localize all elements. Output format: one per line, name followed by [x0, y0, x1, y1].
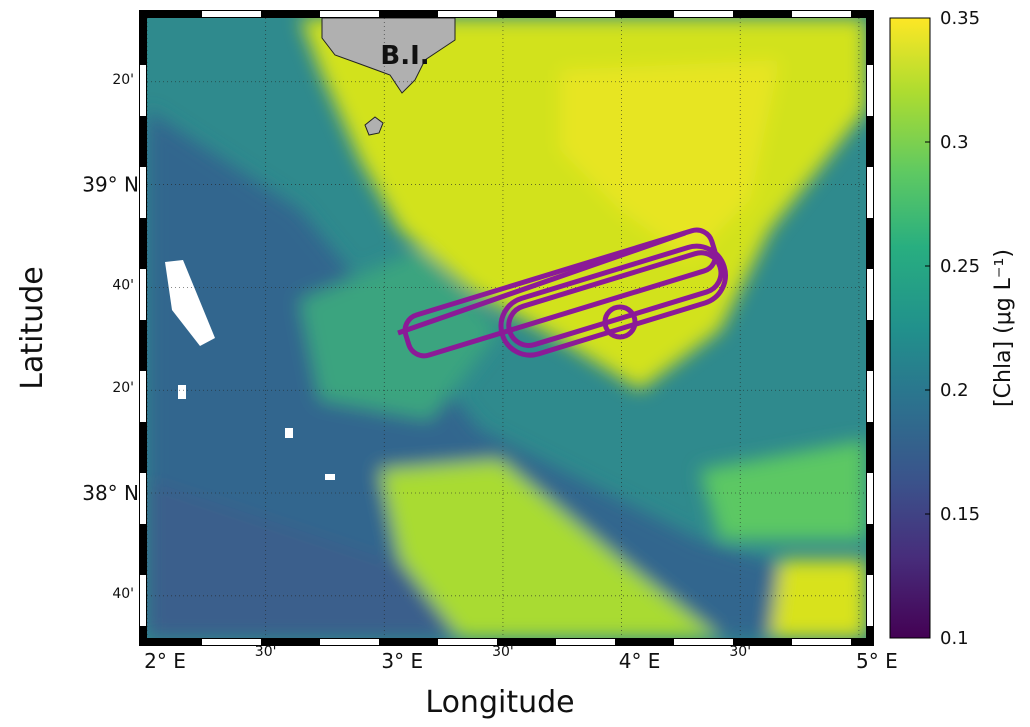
chlorophyll-field [147, 18, 866, 638]
x-axis-label: Longitude [425, 685, 574, 720]
y-tick-label: 40' [112, 586, 134, 602]
map-frame [139, 10, 874, 646]
ship-track [397, 227, 728, 359]
x-tick-label: 4° E [619, 649, 661, 673]
x-tick-label: 5° E [856, 649, 898, 673]
colorbar-label: [Chla] (μg L⁻¹) [991, 249, 1016, 407]
colorbar-tick-label: 0.2 [940, 380, 969, 401]
colorbar-tick-label: 0.35 [940, 8, 980, 29]
colorbar-tick-label: 0.3 [940, 132, 969, 153]
x-tick-label: 30' [729, 644, 751, 660]
y-tick-label: 20' [112, 72, 134, 88]
x-tick-label: 3° E [381, 649, 423, 673]
y-tick-label: 40' [112, 277, 134, 293]
y-axis-label: Latitude [15, 266, 50, 389]
x-tick-label: 30' [492, 644, 514, 660]
y-tick-label: 38° N [82, 481, 139, 505]
colorbar-tick-label: 0.15 [940, 504, 980, 525]
colorbar [889, 17, 931, 639]
y-tick-label: 39° N [82, 173, 139, 197]
colorbar-tick-label: 0.1 [940, 628, 969, 649]
x-tick-label: 30' [255, 644, 277, 660]
x-tick-label: 2° E [144, 649, 186, 673]
island-label: B.I. [380, 41, 429, 71]
y-tick-label: 20' [112, 380, 134, 396]
colorbar-tick-label: 0.25 [940, 256, 980, 277]
